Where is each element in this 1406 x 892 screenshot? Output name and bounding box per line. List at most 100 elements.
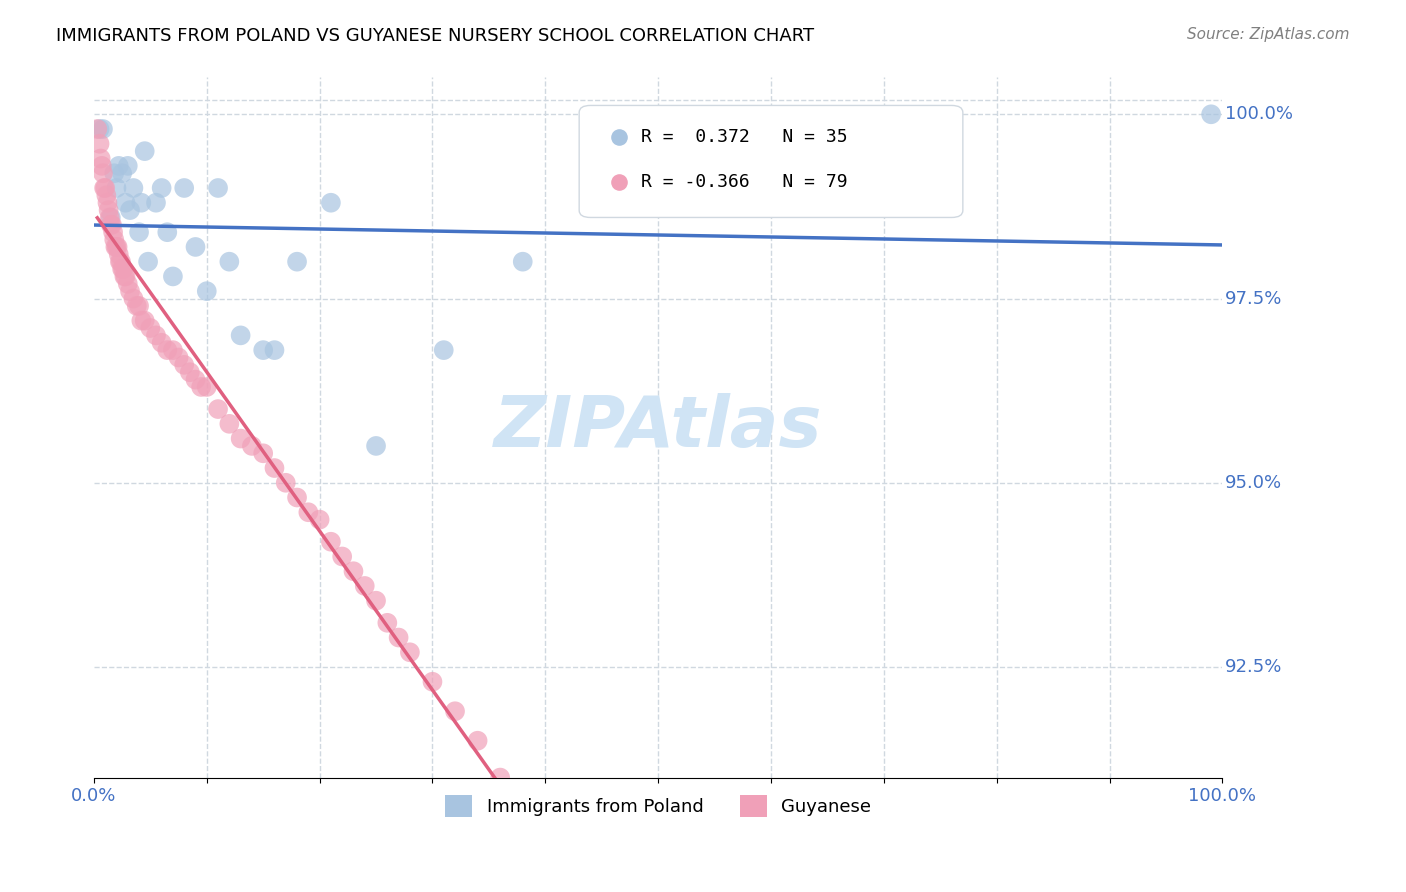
Text: Source: ZipAtlas.com: Source: ZipAtlas.com [1187,27,1350,42]
Point [433,343,456,358]
Point [512,254,534,268]
Legend: Immigrants from Poland, Guyanese: Immigrants from Poland, Guyanese [439,788,879,824]
Point [179,365,201,379]
Point [96,195,118,210]
Point [103,233,125,247]
Point [108,254,131,268]
Text: ZIPAtlas: ZIPAtlas [494,393,823,462]
Point [118,203,141,218]
Point [218,254,240,268]
Point [94,181,117,195]
Point [111,166,134,180]
Point [134,144,156,158]
Point [105,181,128,195]
Point [122,292,145,306]
Point [297,505,319,519]
Point [375,615,398,630]
Point [128,225,150,239]
Point [207,402,229,417]
Point [330,549,353,564]
Point [229,328,252,343]
Point [117,159,139,173]
Point [263,343,285,358]
Point [91,166,114,180]
Point [114,195,136,210]
FancyBboxPatch shape [579,105,963,218]
Text: 100.0%: 100.0% [1225,105,1292,123]
Point [86,122,108,136]
Point [184,240,207,254]
Point [150,335,173,350]
Point [422,674,444,689]
Point [145,195,167,210]
Point [90,152,112,166]
Point [96,188,118,202]
Point [117,277,139,291]
Point [136,254,159,268]
Point [489,771,512,785]
Point [252,343,274,358]
Text: R = -0.366   N = 79: R = -0.366 N = 79 [641,173,848,192]
Text: 97.5%: 97.5% [1225,290,1282,308]
Point [190,380,212,394]
Point [101,218,124,232]
Point [112,262,135,277]
Point [103,166,125,180]
Point [167,351,190,365]
Point [263,461,285,475]
Point [308,513,330,527]
Point [90,159,112,173]
Point [274,475,297,490]
Point [122,181,145,195]
Point [512,800,534,814]
Point [145,328,167,343]
Point [207,181,229,195]
Point [173,358,195,372]
Point [97,203,120,218]
Text: 92.5%: 92.5% [1225,658,1282,676]
Point [607,733,630,747]
Point [98,211,121,225]
Point [319,534,342,549]
Point [364,439,387,453]
Point [173,181,195,195]
Point [218,417,240,431]
Point [128,299,150,313]
Point [1199,107,1222,121]
Point [285,254,308,268]
Point [91,122,114,136]
Point [557,866,579,880]
Point [131,313,153,327]
Text: R =  0.372   N = 35: R = 0.372 N = 35 [641,128,848,146]
Point [156,343,179,358]
Point [150,181,173,195]
Point [285,491,308,505]
Point [107,240,129,254]
Point [692,195,714,210]
Point [107,247,129,261]
Point [105,240,128,254]
Point [114,269,136,284]
Point [399,645,422,659]
Point [444,704,467,718]
Point [104,240,127,254]
Point [353,579,375,593]
Point [100,211,122,225]
Point [195,380,218,394]
Text: 95.0%: 95.0% [1225,474,1282,491]
Point [240,439,263,453]
Point [184,373,207,387]
Point [139,321,162,335]
Point [252,446,274,460]
Point [364,593,387,607]
Point [229,432,252,446]
Point [112,269,135,284]
Point [89,136,111,151]
Point [107,159,129,173]
Point [534,830,557,844]
Point [319,195,342,210]
Point [89,122,111,136]
Point [110,254,132,268]
Point [162,343,184,358]
Point [467,733,489,747]
